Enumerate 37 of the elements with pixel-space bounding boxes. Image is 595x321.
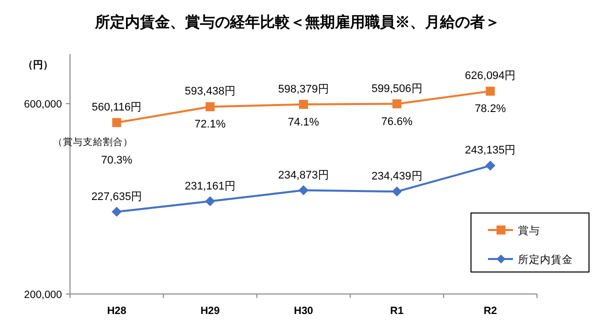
data-label: 593,438円	[184, 86, 236, 98]
x-tick-label: H28	[107, 305, 126, 317]
y-tick-label: 200,000	[24, 289, 62, 301]
point	[206, 102, 215, 112]
point	[298, 185, 308, 196]
chart-title: 所定内賃金、賞与の経年比較＜無期雇用職員※、月給の者＞	[94, 13, 500, 31]
legend-label: 賞与	[518, 224, 540, 237]
data-label: 599,506円	[372, 82, 422, 95]
point	[205, 196, 216, 206]
data-label: 560,116円	[92, 102, 142, 114]
legend-label: 所定内賃金	[518, 253, 573, 266]
x-tick-label: H29	[200, 305, 220, 317]
point	[392, 186, 402, 197]
point	[392, 99, 402, 108]
point	[112, 118, 122, 128]
data-label: 243,135円	[464, 144, 516, 157]
annotation: 70.3%	[101, 154, 133, 167]
point	[485, 160, 496, 171]
annotation: 72.1%	[194, 118, 226, 131]
annotation: 76.6%	[381, 116, 413, 128]
point	[299, 100, 308, 109]
y-axis-title: （円）	[23, 60, 53, 71]
data-label: 234,439円	[372, 170, 422, 183]
annotation: （賞与支給割合）	[53, 136, 133, 148]
x-tick-label: R1	[390, 305, 404, 317]
point	[486, 86, 495, 96]
x-tick-label: H30	[294, 305, 314, 317]
data-label: 231,161円	[184, 180, 236, 192]
annotation: 78.2%	[474, 103, 506, 116]
annotation: 74.1%	[288, 116, 320, 128]
data-label: 234,873円	[278, 169, 329, 182]
data-label: 626,094円	[464, 70, 516, 82]
point	[112, 206, 122, 217]
x-tick-label: R2	[484, 305, 498, 317]
y-tick-label: 600,000	[24, 98, 62, 111]
data-label: 598,379円	[278, 83, 329, 96]
data-label: 227,635円	[91, 190, 142, 203]
